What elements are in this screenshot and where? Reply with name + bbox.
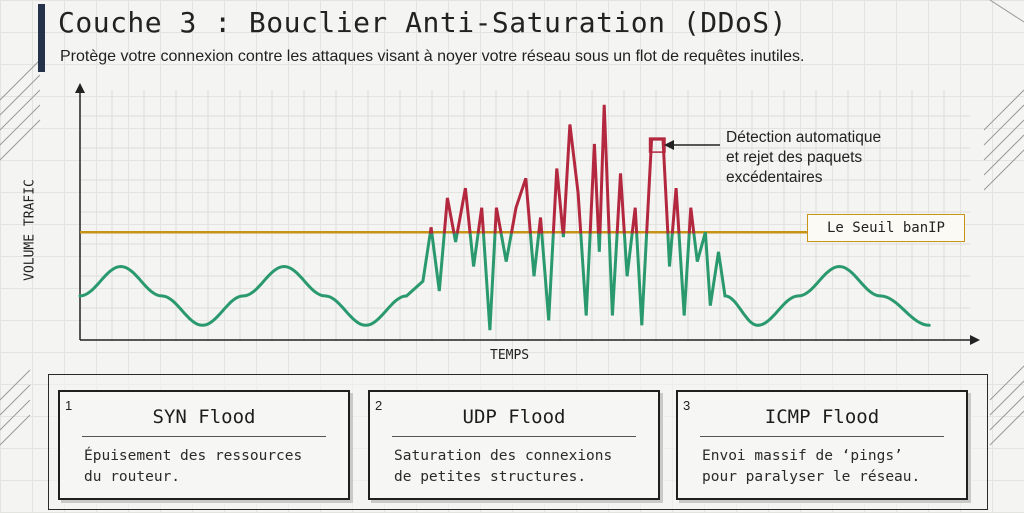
excess-traffic-line — [537, 217, 544, 234]
x-axis-label: TEMPS — [490, 348, 530, 363]
card-icmp-flood: 3 ICMP Flood Envoi massif de ‘pings’ pou… — [676, 390, 968, 500]
page-subtitle: Protège votre connexion contre les attaq… — [60, 48, 805, 65]
annotation-line: et rejet des paquets — [726, 149, 863, 166]
card-number: 1 — [65, 398, 73, 413]
threshold-label: Le Seuil banIP — [807, 214, 965, 242]
excess-traffic-line — [510, 177, 532, 234]
excess-traffic-line — [615, 173, 626, 234]
card-title: ICMP Flood — [764, 406, 880, 428]
excess-traffic-line — [455, 187, 472, 234]
excess-traffic-line — [551, 168, 565, 234]
card-udp-flood: 2 UDP Flood Saturation des connexions de… — [368, 390, 660, 500]
annotation-line: excédentaires — [726, 169, 823, 186]
excess-traffic-line — [598, 104, 611, 234]
annotation-arrow-group — [648, 137, 720, 153]
normal-traffic-line — [692, 230, 931, 327]
y-axis-label: VOLUME TRAFIC — [22, 179, 38, 281]
excess-traffic-line — [645, 137, 670, 234]
title-accent-bar — [38, 4, 45, 72]
card-description: Épuisement des ressources du routeur. — [84, 446, 338, 488]
card-description-line: Envoi massif de ‘pings’ — [702, 448, 903, 464]
card-divider — [700, 436, 944, 437]
normal-traffic-line — [666, 230, 674, 267]
card-divider — [392, 436, 636, 437]
excess-traffic-line — [687, 207, 696, 234]
excess-traffic-line — [442, 197, 456, 234]
y-axis-arrow — [75, 83, 85, 93]
normal-traffic-line — [596, 230, 602, 252]
normal-traffic-line — [499, 230, 514, 262]
excess-traffic-line — [476, 207, 485, 234]
normal-traffic-line — [579, 230, 592, 316]
normal-traffic-line — [561, 230, 566, 238]
excess-traffic-line — [562, 124, 583, 234]
normal-traffic-line — [622, 230, 634, 277]
normal-traffic-line — [468, 230, 480, 267]
excess-traffic-line — [588, 143, 600, 234]
card-description: Saturation des connexions de petites str… — [394, 446, 648, 488]
card-divider — [82, 436, 326, 437]
normal-traffic-line — [528, 230, 541, 277]
card-description-line: du routeur. — [84, 469, 181, 485]
card-description: Envoi massif de ‘pings’ pour paralyser l… — [702, 446, 956, 488]
excess-traffic-line — [493, 207, 503, 234]
card-description-line: pour paralyser le réseau. — [702, 469, 921, 485]
normal-traffic-line — [430, 230, 446, 292]
card-description-line: de petites structures. — [394, 469, 587, 485]
x-axis-arrow — [970, 335, 980, 345]
card-description-line: Saturation des connexions — [394, 448, 613, 464]
card-syn-flood: 1 SYN Flood Épuisement des ressources du… — [58, 390, 350, 500]
excess-traffic-line — [670, 187, 681, 234]
normal-traffic-line — [677, 230, 691, 316]
normal-traffic-line — [481, 230, 497, 331]
card-description-line: Épuisement des ressources — [84, 448, 303, 464]
annotation-text: Détection automatique et rejet des paque… — [726, 128, 881, 188]
normal-traffic-line — [607, 230, 619, 316]
annotation-arrow-head — [664, 140, 674, 150]
annotation-line: Détection automatique — [726, 129, 882, 146]
card-title: UDP Flood — [462, 406, 566, 428]
chart-axes — [75, 83, 980, 345]
series-normal-traffic — [78, 230, 931, 331]
series-excess-traffic — [428, 104, 696, 234]
normal-traffic-line — [540, 230, 555, 321]
page-title: Couche 3 : Bouclier Anti-Saturation (DDo… — [58, 6, 788, 39]
card-number: 3 — [683, 398, 691, 413]
normal-traffic-line — [452, 230, 459, 243]
excess-traffic-line — [428, 227, 434, 234]
excess-traffic-line — [630, 207, 639, 234]
normal-traffic-line — [635, 230, 649, 326]
card-number: 2 — [375, 398, 383, 413]
normal-traffic-line — [78, 230, 432, 327]
card-title: SYN Flood — [152, 406, 256, 428]
